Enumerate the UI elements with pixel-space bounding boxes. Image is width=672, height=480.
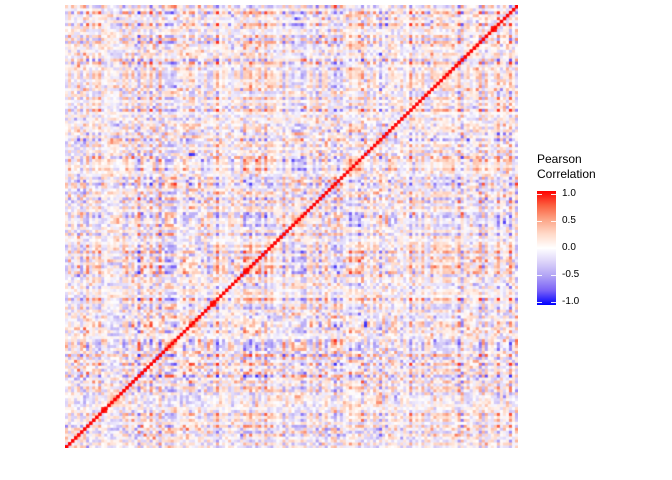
- correlation-heatmap: [65, 5, 518, 448]
- legend-tick-label: -0.5: [562, 269, 580, 280]
- colorbar-tick: [551, 247, 556, 249]
- legend-body: 1.0 0.5 0.0 -0.5 -1.0: [537, 188, 657, 307]
- colorbar-tick: [551, 220, 556, 222]
- colorbar-tick: [551, 274, 556, 276]
- legend-tick-label: 0.5: [562, 215, 576, 226]
- colorbar-tick: [537, 301, 542, 303]
- colorbar-tick: [537, 193, 542, 195]
- colorbar-tick: [537, 220, 542, 222]
- colorbar-tick-labels: 1.0 0.5 0.0 -0.5 -1.0: [562, 188, 602, 307]
- legend-tick-label: 0.0: [562, 242, 576, 253]
- legend-tick-label: 1.0: [562, 188, 576, 199]
- legend: Pearson Correlation 1.0 0.5 0.0 -0.5 -1.0: [537, 152, 657, 307]
- legend-tick-label: -1.0: [562, 296, 580, 307]
- colorbar-tick: [537, 274, 542, 276]
- colorbar-tick: [551, 301, 556, 303]
- legend-title: Pearson Correlation: [537, 152, 596, 181]
- colorbar-tick: [551, 193, 556, 195]
- heatmap-panel: [65, 5, 518, 448]
- colorbar-tick: [537, 247, 542, 249]
- colorbar: [537, 191, 556, 305]
